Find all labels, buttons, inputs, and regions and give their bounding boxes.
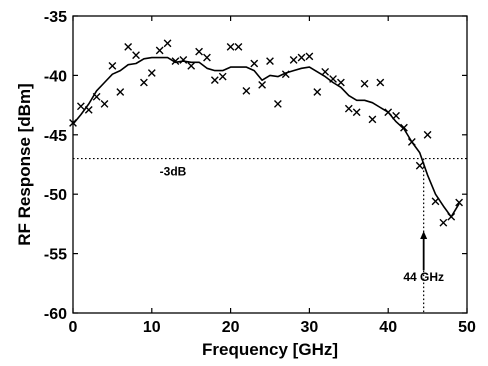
- data-point-marker: [210, 76, 219, 85]
- y-tick-label: -35: [44, 9, 67, 26]
- x-tick-label: 40: [379, 319, 397, 336]
- data-point-marker: [423, 130, 432, 139]
- data-point-marker: [187, 62, 196, 70]
- data-point-marker: [218, 72, 227, 81]
- data-point-marker: [195, 47, 203, 56]
- data-point-marker: [147, 69, 156, 77]
- x-tick-label: 30: [301, 319, 319, 336]
- data-point-marker: [234, 42, 243, 51]
- cutoff-frequency-label: 44 GHz: [403, 270, 444, 284]
- minus-3db-label: -3dB: [160, 165, 187, 179]
- data-point-marker: [368, 115, 377, 124]
- data-point-marker: [155, 46, 164, 55]
- data-point-marker: [250, 59, 259, 68]
- data-point-marker: [108, 62, 117, 70]
- data-point-marker: [313, 88, 322, 96]
- data-point-marker: [179, 56, 188, 64]
- data-point-marker: [297, 53, 306, 62]
- data-point-marker: [344, 104, 353, 113]
- trend-line: [72, 56, 460, 218]
- y-tick-label: -60: [44, 306, 67, 323]
- data-point-marker: [124, 42, 133, 51]
- cutoff-arrow-head: [420, 231, 428, 240]
- data-point-marker: [203, 53, 211, 62]
- data-point-marker: [455, 198, 464, 207]
- x-axis-ticks: 0 10 20 30 40 50: [69, 16, 476, 336]
- data-point-marker: [415, 161, 424, 170]
- data-point-marker: [132, 51, 140, 60]
- data-point-marker: [226, 42, 235, 51]
- data-point-marker: [321, 67, 330, 76]
- data-point-marker: [431, 197, 440, 206]
- y-tick-label: -45: [44, 128, 67, 145]
- x-tick-label: 0: [69, 319, 78, 336]
- y-axis-ticks: -35 -40 -45 -50 -55 -60: [44, 9, 467, 323]
- x-tick-label: 50: [458, 319, 476, 336]
- y-tick-label: -55: [44, 247, 67, 264]
- data-point-marker: [76, 102, 85, 111]
- data-point-marker: [273, 100, 282, 108]
- x-axis-label: Frequency [GHz]: [202, 340, 338, 359]
- y-axis-label: RF Response [dBm]: [15, 83, 34, 245]
- data-point-marker: [116, 88, 125, 96]
- data-point-marker: [352, 108, 361, 117]
- data-point-marker: [258, 81, 267, 89]
- data-point-marker: [163, 39, 172, 48]
- data-point-marker: [140, 78, 148, 87]
- data-point-marker: [337, 78, 345, 87]
- data-point-marker: [360, 79, 369, 88]
- data-point-marker: [171, 57, 180, 66]
- data-point-marker: [439, 218, 448, 227]
- y-tick-label: -50: [44, 187, 67, 204]
- marker-series: [69, 39, 464, 227]
- x-tick-label: 20: [222, 319, 240, 336]
- y-tick-label: -40: [44, 68, 67, 85]
- data-point-marker: [305, 52, 314, 61]
- data-point-marker: [376, 78, 385, 87]
- data-point-marker: [242, 86, 251, 95]
- data-point-marker: [100, 100, 109, 108]
- data-point-marker: [289, 56, 298, 64]
- data-point-marker: [266, 57, 274, 66]
- plot-frame: [72, 15, 468, 314]
- x-tick-label: 10: [143, 319, 161, 336]
- data-point-marker: [400, 123, 408, 132]
